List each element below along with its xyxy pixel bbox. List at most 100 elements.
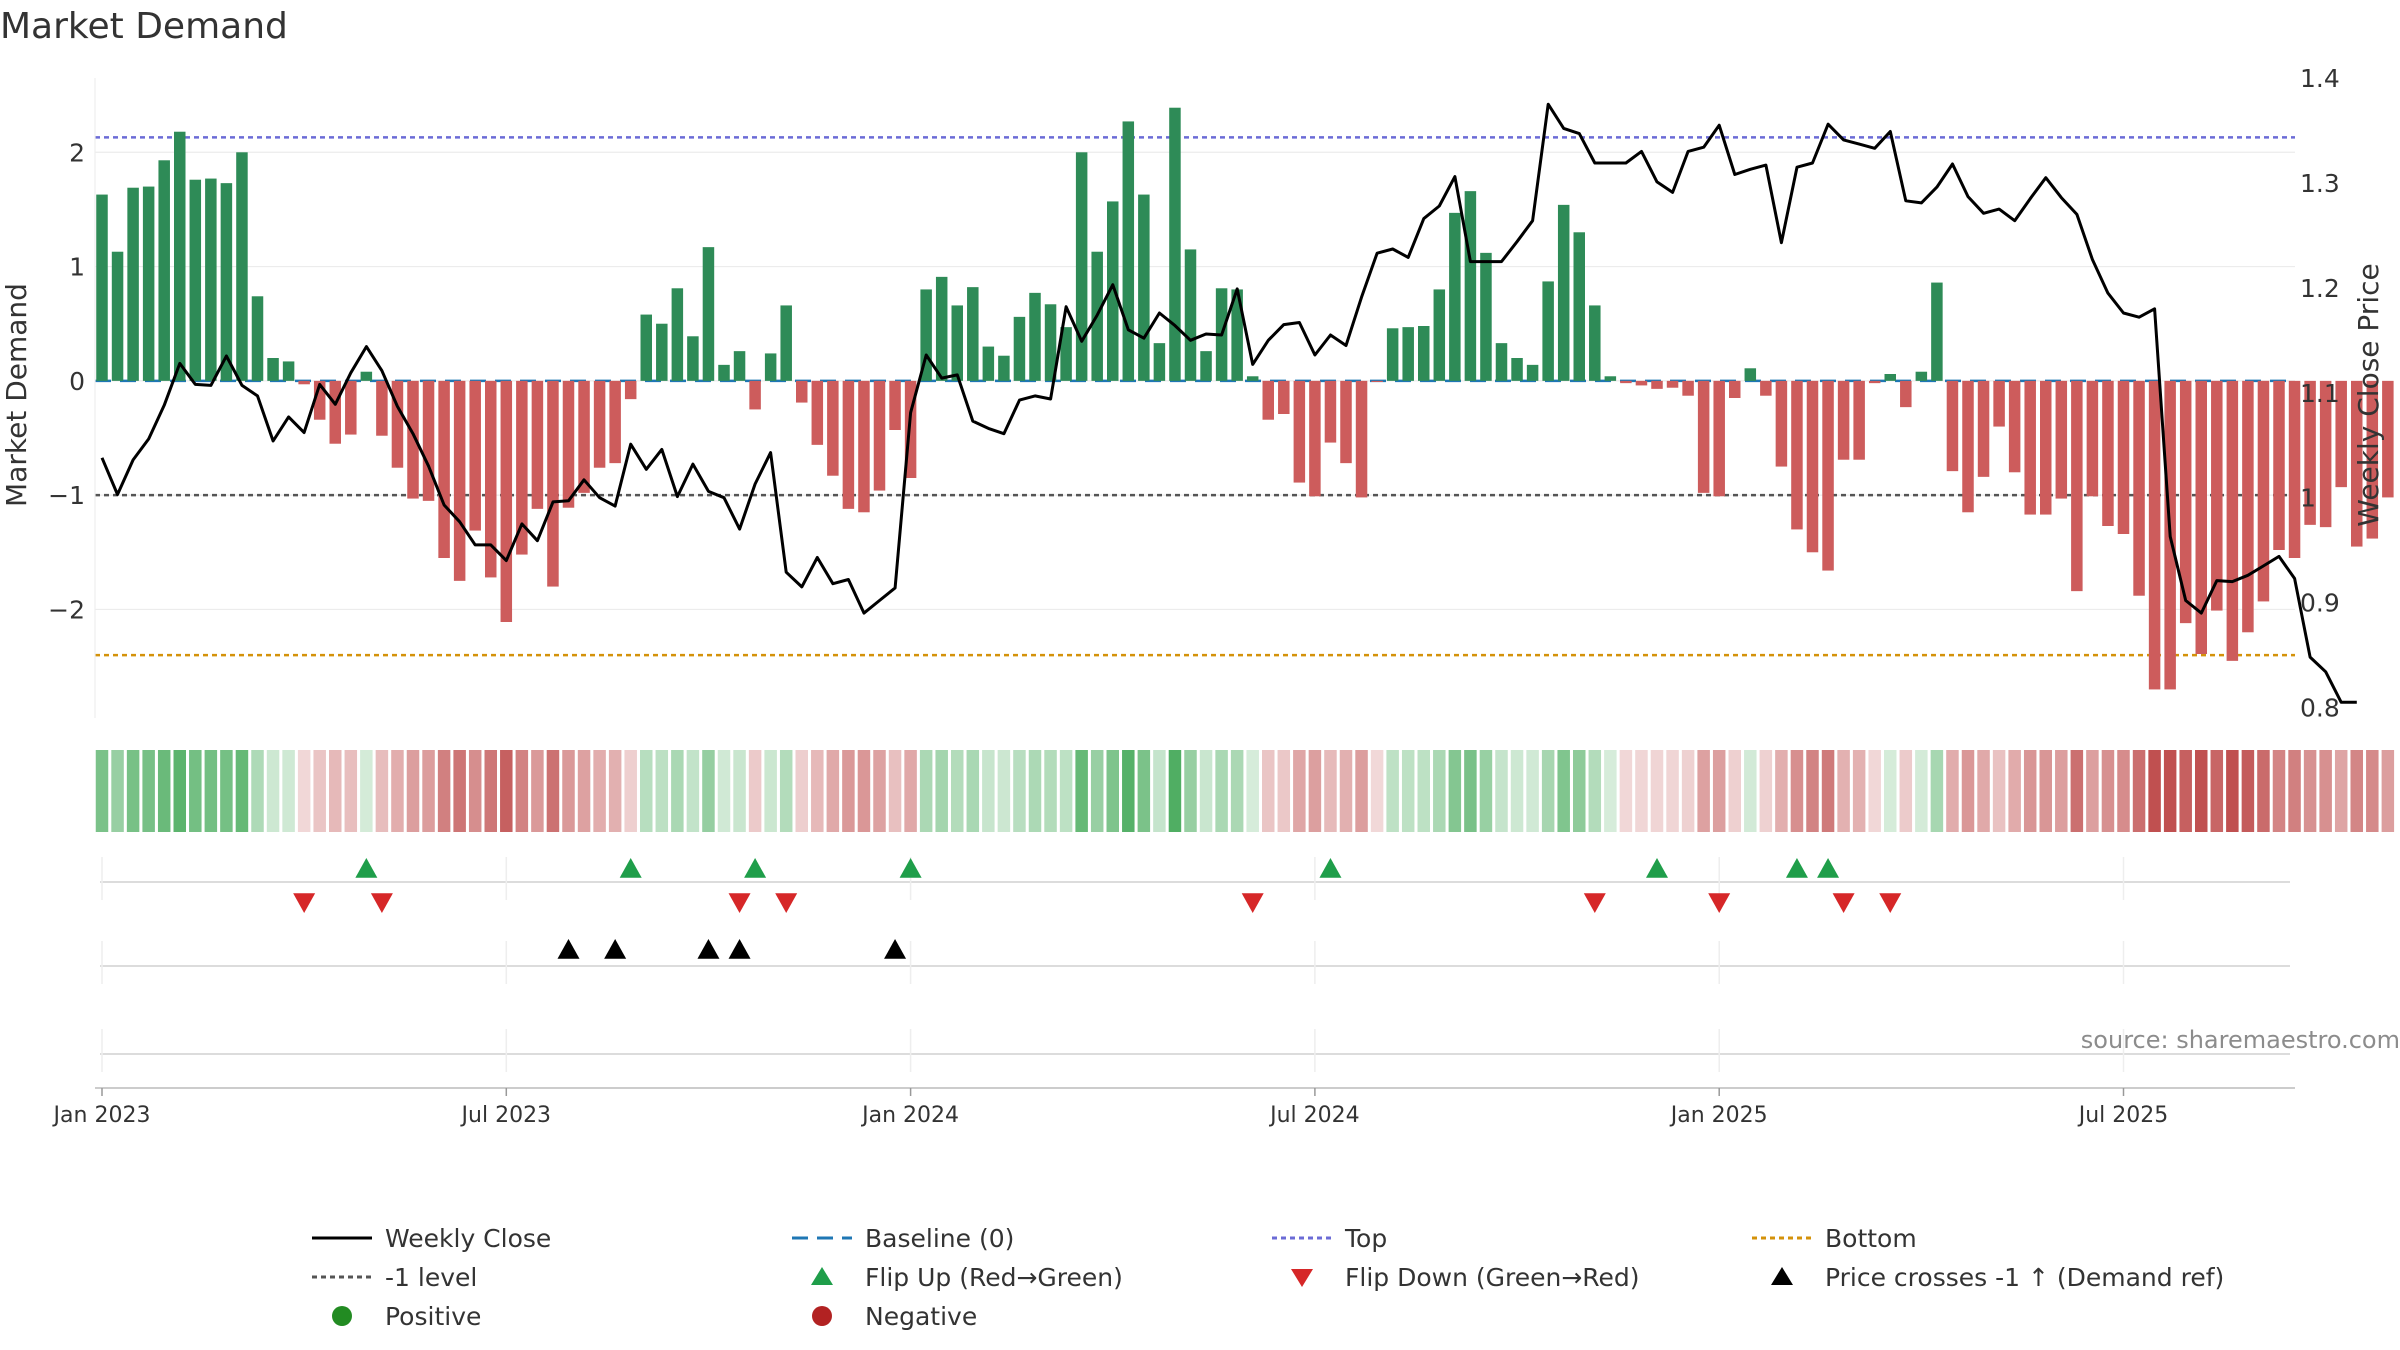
heat-cell [1059,750,1073,832]
demand-bar-positive [1495,343,1508,381]
flip-down-marker [775,893,798,913]
flip-down-marker [370,893,393,913]
heat-cell [1386,750,1399,832]
demand-bar-negative [578,380,590,493]
demand-bar-negative [609,380,621,464]
heat-cell [297,750,311,832]
y-right-tick-label: 1.2 [2300,274,2340,303]
heat-cell [1759,750,1773,832]
legend-item-weekly-close: Weekly Close [312,1224,551,1253]
heat-cell [919,750,933,832]
heat-cell [500,750,513,832]
demand-bar-negative [1713,380,1725,497]
heat-cell [1775,750,1788,832]
heat-cell [546,750,560,832]
demand-bar-positive [1884,374,1896,381]
heat-cell [1977,750,1990,832]
demand-bar-negative [2211,380,2223,611]
demand-bar-positive [640,314,652,381]
heat-cell [2210,750,2224,832]
demand-bar-positive [998,355,1010,381]
x-tick-label: Jul 2024 [1268,1103,1360,1128]
heat-cell [126,750,140,832]
demand-bar-negative [827,380,839,476]
heat-cell [1370,750,1384,832]
legend: Weekly Close Baseline (0) Top Bottom -1 leve… [312,1224,2224,1331]
heat-cell [1495,750,1508,832]
demand-bar-positive [1184,249,1197,381]
heat-cell [748,750,762,832]
demand-bar-positive [1511,358,1523,381]
flip-up-marker [1319,858,1342,878]
heat-cell [142,750,155,832]
demand-bar-positive [174,131,186,381]
heat-cell [997,750,1011,832]
legend-label: Flip Down (Green→Red) [1345,1263,1640,1292]
heat-cell [1852,750,1866,832]
heat-cell [1961,750,1975,832]
demand-bar-positive [220,183,233,381]
demand-bar-negative [1822,380,1834,571]
heat-cell [1712,750,1726,832]
legend-label: Price crosses -1 ↑ (Demand ref) [1825,1263,2224,1292]
heat-cell [1573,750,1586,832]
legend-label: Positive [385,1302,481,1331]
demand-bar-negative [1837,380,1850,460]
demand-bar-positive [1107,201,1119,381]
heat-cell [437,750,451,832]
demand-bar-positive [1449,212,1461,381]
flip-down-marker [1832,893,1855,913]
demand-bar-positive [967,287,979,381]
demand-bar-negative [469,380,481,531]
x-tick-label: Jul 2025 [2077,1103,2169,1128]
demand-bar-negative [1853,380,1865,460]
heat-cell [1992,750,2006,832]
heat-cell [1635,750,1648,832]
heat-cell [1884,750,1897,832]
demand-bar-negative [453,380,466,581]
x-tick-label: Jan 2025 [1669,1103,1768,1128]
heat-cell [2257,750,2270,832]
demand-bar-negative [2040,380,2052,515]
heat-cell [2381,750,2395,832]
demand-bar-negative [1324,380,1337,443]
demand-bar-positive [1138,194,1150,381]
demand-bar-negative [2117,380,2130,534]
legend-label: Flip Up (Red→Green) [865,1263,1123,1292]
legend-item-price-cross: Price crosses -1 ↑ (Demand ref) [1771,1263,2224,1292]
legend-swatch [811,1267,833,1285]
demand-bar-negative [547,380,559,587]
demand-bar-positive [267,358,279,381]
heat-cell [1930,750,1944,832]
heat-cell [1339,750,1353,832]
heat-cell [2272,750,2286,832]
heat-cell [220,750,233,832]
heat-cell [1588,750,1602,832]
heat-cell [1526,750,1539,832]
heat-cell [1510,750,1524,832]
heat-cell [888,750,902,832]
heat-cell [2070,750,2084,832]
flip-down-marker [293,893,316,913]
heat-cell [1122,750,1135,832]
price-cross-marker [697,939,720,959]
heat-cell [1433,750,1446,832]
heat-cell [1681,750,1695,832]
heat-cell [1650,750,1664,832]
heat-cell [1199,750,1213,832]
heat-cell [1821,750,1835,832]
flip-up-marker [744,858,767,878]
demand-bar-negative [1962,380,1974,513]
legend-label: -1 level [385,1263,477,1292]
heat-cell [2195,750,2208,832]
legend-item-minus-one: -1 level [312,1263,477,1292]
demand-bar-negative [858,380,870,513]
demand-bar-positive [718,364,730,381]
heat-cell [515,750,529,832]
heat-cell [2179,750,2192,832]
legend-item-positive: Positive [332,1302,481,1331]
legend-label: Baseline (0) [865,1224,1014,1253]
demand-bar-negative [345,380,357,435]
flip-up-marker [1817,858,1840,878]
x-tick-label: Jan 2024 [860,1103,959,1128]
